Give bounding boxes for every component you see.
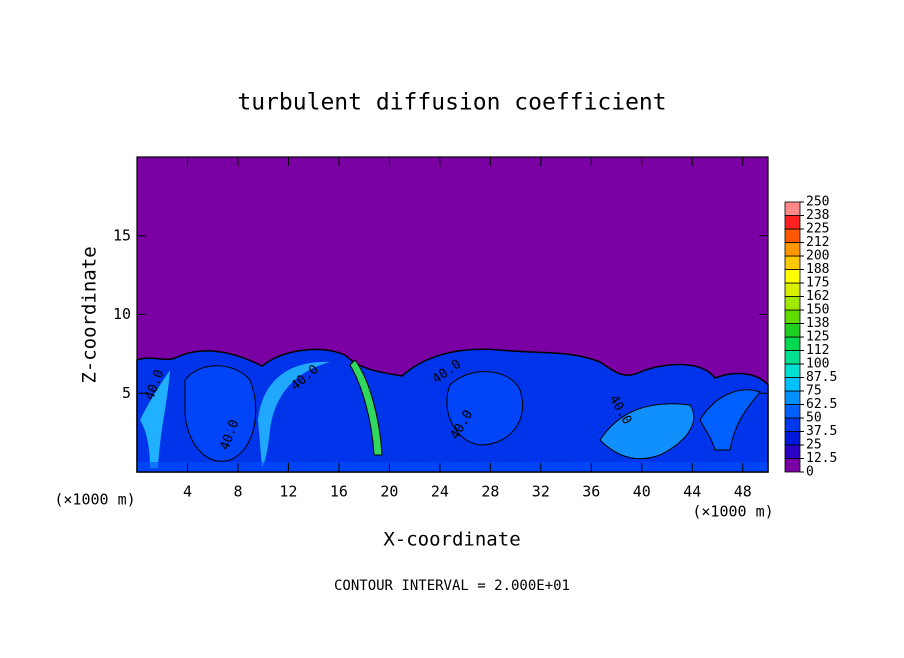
colorbar-label: 225 — [806, 222, 829, 237]
colorbar-label: 112 — [806, 343, 829, 358]
eddy — [184, 365, 257, 462]
colorbar-segment — [784, 404, 801, 419]
streak — [140, 370, 170, 468]
x-tick-label: 44 — [683, 483, 701, 501]
colorbar-label: 150 — [806, 303, 829, 318]
colorbar-segment — [784, 309, 801, 324]
colorbar-segment — [784, 296, 801, 311]
colorbar-label: 25 — [806, 438, 822, 453]
colorbar-segment — [784, 444, 801, 459]
colorbar-segment — [784, 323, 801, 338]
colorbar-label: 100 — [806, 357, 829, 372]
streak — [258, 361, 330, 468]
x-tick-label: 12 — [279, 483, 297, 501]
x-tick-label: 36 — [582, 483, 600, 501]
colorbar-label: 212 — [806, 235, 829, 250]
y-tick-label: 5 — [122, 384, 131, 402]
colorbar-segment — [784, 417, 801, 432]
streak — [599, 403, 695, 460]
chart-title: turbulent diffusion coefficient — [237, 90, 666, 116]
colorbar-label: 138 — [806, 316, 829, 331]
colorbar-segment — [784, 377, 801, 392]
colorbar-label: 37.5 — [806, 424, 837, 439]
colorbar-segment — [784, 269, 801, 284]
y-tick-label: 15 — [113, 226, 131, 244]
colorbar-segment — [784, 336, 801, 351]
colorbar-label: 162 — [806, 289, 829, 304]
x-tick-label: 40 — [633, 483, 651, 501]
colorbar-label: 250 — [806, 195, 829, 210]
eddy — [699, 389, 761, 451]
x-tick-label: 24 — [431, 483, 449, 501]
colorbar-segment — [784, 255, 801, 270]
x-tick-label: 16 — [330, 483, 348, 501]
colorbar-label: 238 — [806, 208, 829, 223]
colorbar-segment — [784, 431, 801, 446]
field — [136, 157, 769, 473]
colorbar-label: 188 — [806, 262, 829, 277]
x-tick-label: 8 — [233, 483, 242, 501]
colorbar-segment — [784, 363, 801, 378]
colorbar-label: 200 — [806, 249, 829, 264]
colorbar-label: 87.5 — [806, 370, 837, 385]
x-unit-label: (×1000 m) — [692, 503, 773, 521]
colorbar-segment — [784, 215, 801, 230]
colorbar-label: 62.5 — [806, 397, 837, 412]
streak — [349, 359, 383, 456]
y-axis-label: Z-coordinate — [79, 246, 101, 383]
colorbar-label: 125 — [806, 330, 829, 345]
surface-layer — [137, 462, 768, 472]
colorbar-label: 75 — [806, 384, 822, 399]
y-tick-label: 10 — [113, 305, 131, 323]
colorbar-segment — [784, 458, 801, 473]
eddy — [446, 371, 524, 446]
footer: CONTOUR INTERVAL = 2.000E+01 — [334, 578, 570, 594]
colorbar-segment — [784, 242, 801, 257]
x-tick-label: 20 — [380, 483, 398, 501]
colorbar-segment — [784, 282, 801, 297]
colorbar-segment — [784, 201, 801, 216]
x-tick-label: 48 — [734, 483, 752, 501]
x-axis-label: X-coordinate — [383, 529, 520, 551]
colorbar-label: 175 — [806, 276, 829, 291]
x-tick-label: 28 — [481, 483, 499, 501]
colorbar-segment — [784, 228, 801, 243]
x-unit-label: (×1000 m) — [54, 491, 135, 509]
colorbar-segment — [784, 390, 801, 405]
colorbar-label: 12.5 — [806, 451, 837, 466]
x-tick-label: 32 — [532, 483, 550, 501]
colorbar-segment — [784, 350, 801, 365]
colorbar-label: 0 — [806, 465, 814, 480]
colorbar-label: 50 — [806, 411, 822, 426]
x-tick-label: 4 — [183, 483, 192, 501]
